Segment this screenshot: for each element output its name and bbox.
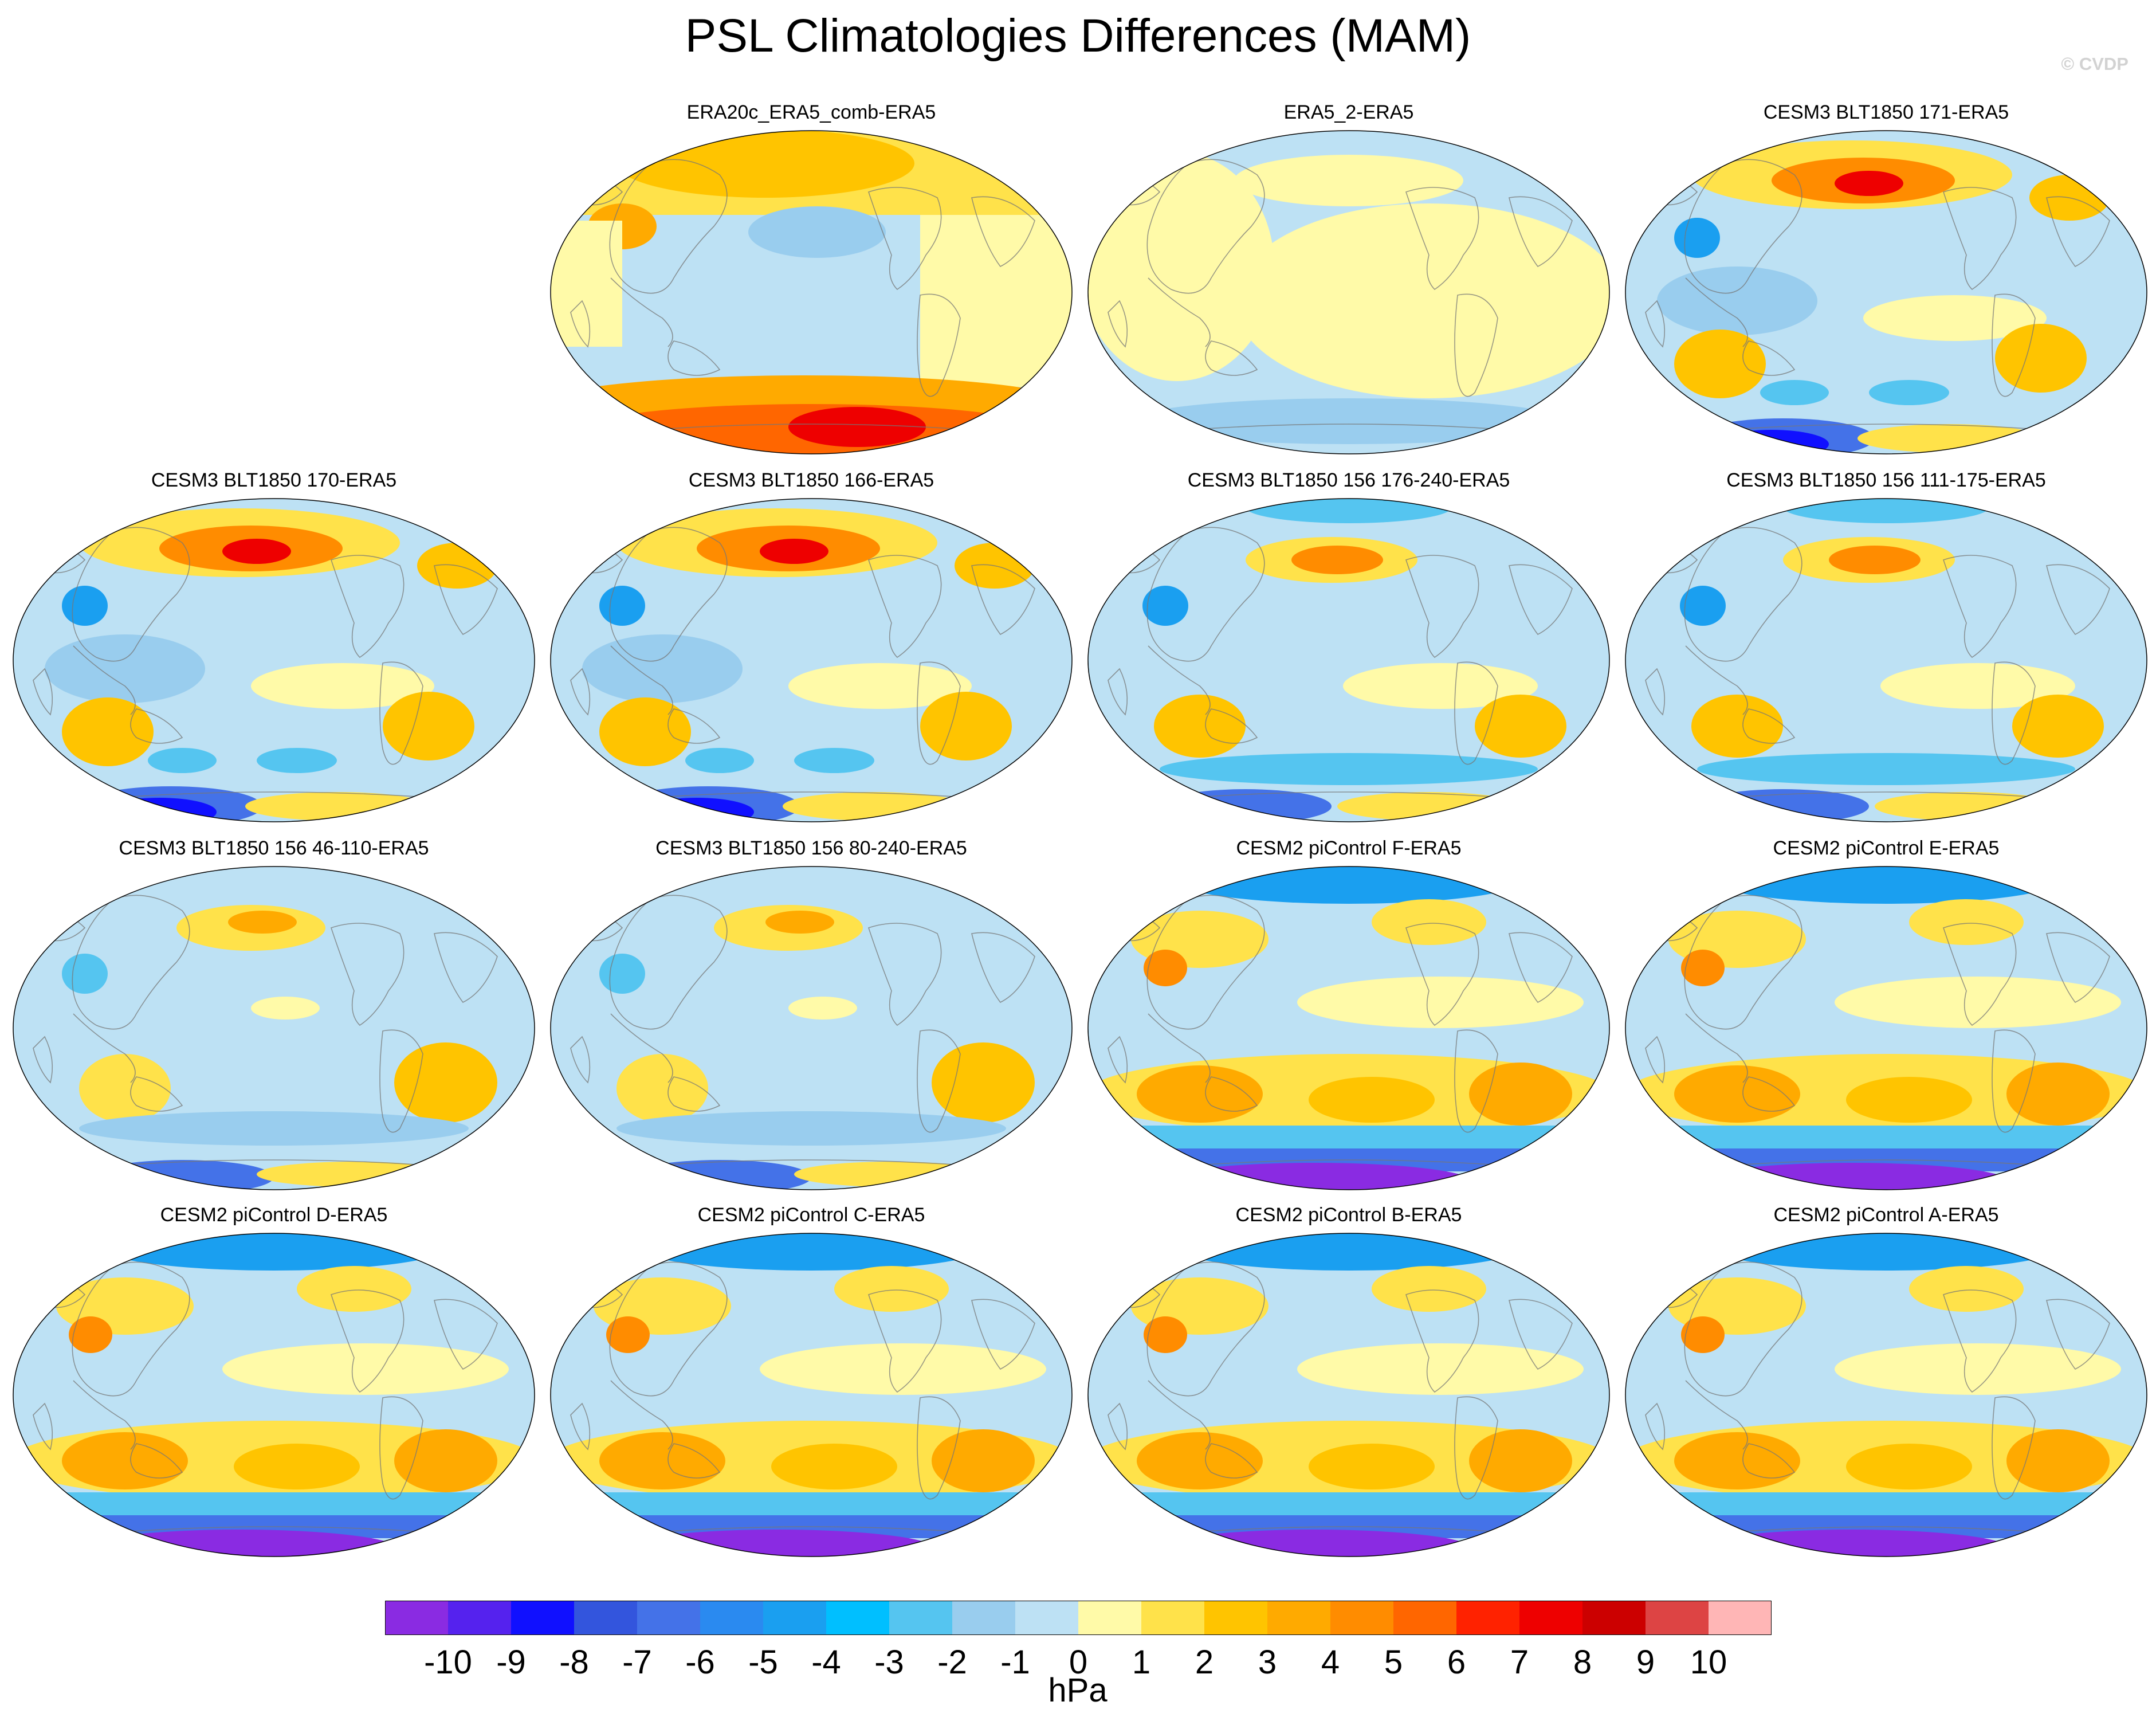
panel-title: ERA20c_ERA5_comb-ERA5 (686, 101, 936, 123)
colorbar-tick-label: -3 (874, 1644, 904, 1681)
colorbar-tick-label: 7 (1510, 1644, 1529, 1681)
colorbar-swatch (826, 1601, 889, 1635)
map-panel (1087, 498, 1610, 822)
panel-title: CESM2 piControl F-ERA5 (1236, 837, 1462, 859)
colorbar-tick-label: 0 (1069, 1644, 1088, 1681)
colorbar-swatch (1141, 1601, 1204, 1635)
panel-title: CESM3 BLT1850 156 80-240-ERA5 (655, 837, 967, 859)
map-panel (1625, 1233, 2147, 1557)
colorbar-tick-label: -9 (496, 1644, 526, 1681)
map-panel (1625, 130, 2147, 454)
colorbar-tick-label: 5 (1384, 1644, 1403, 1681)
map-panel (1087, 1233, 1610, 1557)
colorbar-tick-label: -1 (1000, 1644, 1030, 1681)
panel-title: CESM2 piControl C-ERA5 (697, 1204, 925, 1226)
page-title: PSL Climatologies Differences (MAM) (685, 10, 1471, 62)
map-panel (1625, 498, 2147, 822)
colorbar-tick-label: 1 (1132, 1644, 1151, 1681)
colorbar-swatch (1709, 1601, 1772, 1635)
colorbar-tick-label: -4 (811, 1644, 841, 1681)
colorbar-swatch (700, 1601, 763, 1635)
panel-title: CESM2 piControl B-ERA5 (1235, 1204, 1462, 1226)
map-panel (13, 866, 535, 1190)
colorbar-tick-label: 6 (1447, 1644, 1466, 1681)
colorbar-tick-label: 4 (1321, 1644, 1340, 1681)
watermark: © CVDP (2061, 54, 2128, 74)
colorbar-swatch (1393, 1601, 1456, 1635)
map-panel (13, 1233, 535, 1557)
panel-title: CESM2 piControl E-ERA5 (1773, 837, 2000, 859)
colorbar-swatch (511, 1601, 574, 1635)
map-panel (550, 1233, 1073, 1557)
colorbar-units: hPa (1048, 1672, 1108, 1709)
panel-title: CESM3 BLT1850 170-ERA5 (151, 469, 397, 491)
colorbar-swatch (1015, 1601, 1078, 1635)
map-panel (1087, 866, 1610, 1190)
map-panel (13, 498, 535, 822)
panel-title: CESM3 BLT1850 171-ERA5 (1763, 101, 2009, 123)
map-panel (550, 498, 1073, 822)
panel-title: CESM3 BLT1850 166-ERA5 (688, 469, 934, 491)
colorbar-tick-label: 3 (1258, 1644, 1277, 1681)
panel-title: CESM3 BLT1850 156 111-175-ERA5 (1726, 469, 2046, 491)
panel-title: CESM3 BLT1850 156 176-240-ERA5 (1187, 469, 1510, 491)
colorbar-swatch (1519, 1601, 1582, 1635)
colorbar-swatch (889, 1601, 952, 1635)
map-panel (550, 130, 1073, 454)
colorbar-swatch (1330, 1601, 1393, 1635)
colorbar-swatch (1582, 1601, 1646, 1635)
colorbar-swatch (1646, 1601, 1709, 1635)
colorbar-tick-label: -5 (748, 1644, 778, 1681)
colorbar-tick-label: -2 (937, 1644, 967, 1681)
colorbar-tick-label: -7 (622, 1644, 652, 1681)
colorbar-swatch (574, 1601, 637, 1635)
colorbar-swatch (385, 1601, 448, 1635)
colorbar-tick-label: 8 (1573, 1644, 1592, 1681)
colorbar-swatch (952, 1601, 1015, 1635)
map-panel (550, 866, 1073, 1190)
colorbar-tick-label: -8 (559, 1644, 589, 1681)
colorbar-swatch (763, 1601, 826, 1635)
map-panel (1625, 866, 2147, 1190)
colorbar (385, 1601, 1772, 1635)
colorbar-tick-label: 2 (1195, 1644, 1214, 1681)
colorbar-swatch (1456, 1601, 1519, 1635)
colorbar-swatch (637, 1601, 700, 1635)
colorbar-swatch (1267, 1601, 1330, 1635)
colorbar-tick-label: -6 (685, 1644, 715, 1681)
panel-title: CESM2 piControl D-ERA5 (160, 1204, 388, 1226)
colorbar-tick-label: -10 (424, 1644, 472, 1681)
panel-title: CESM2 piControl A-ERA5 (1773, 1204, 1999, 1226)
panel-title: ERA5_2-ERA5 (1283, 101, 1414, 123)
panel-title: CESM3 BLT1850 156 46-110-ERA5 (119, 837, 429, 859)
colorbar-swatch (1204, 1601, 1267, 1635)
colorbar-swatch (1078, 1601, 1141, 1635)
map-panel (1087, 130, 1610, 454)
colorbar-tick-label: 9 (1636, 1644, 1655, 1681)
colorbar-swatch (448, 1601, 511, 1635)
colorbar-tick-label: 10 (1690, 1644, 1727, 1681)
